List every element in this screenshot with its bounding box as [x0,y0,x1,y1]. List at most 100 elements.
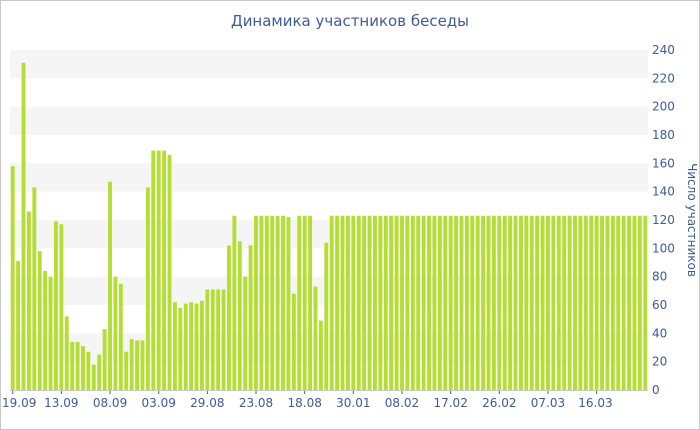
bar [291,293,296,390]
bar [270,215,275,390]
bar [600,215,604,390]
bar [124,351,129,390]
bar [562,215,567,390]
bar [340,215,345,390]
y-tick-label: 160 [652,156,675,170]
bar [151,150,156,390]
bar [26,211,31,390]
chart-title: Динамика участников беседы [230,12,470,30]
bar [43,271,48,390]
x-tick-label: 29.08 [190,396,224,410]
bar [508,215,513,390]
bar [108,181,112,390]
bar [113,276,118,390]
bar [459,215,464,390]
bar [621,215,626,390]
bar [551,215,556,390]
bar [637,215,642,390]
bar [97,354,102,390]
bar [345,215,350,390]
bar [540,215,545,390]
bar [194,303,199,390]
bar [216,289,221,390]
bar [470,215,475,390]
grid-band [10,50,648,79]
bar [118,283,123,390]
bar [32,187,37,390]
bar [129,339,134,390]
bar [529,215,534,390]
bar [373,215,377,390]
bar [643,215,648,390]
y-tick-label: 220 [652,71,675,85]
bar [481,215,486,390]
bar [410,215,415,390]
y-tick-label: 60 [652,298,667,312]
bar [205,289,210,390]
bar [518,215,523,390]
bar [135,340,139,390]
bar [556,215,561,390]
bar [486,215,491,390]
bar [497,215,502,390]
bar [37,251,42,390]
x-tick-label: 23.08 [239,396,273,410]
bar [448,215,453,390]
bar [567,215,572,390]
bar [464,215,469,390]
y-axis-ticks: 0 20 40 60 80 100 120 140 160 180 200 220 240 [652,43,675,397]
bar [259,215,264,390]
bar [383,215,388,390]
bar [275,215,280,390]
bar [454,215,458,390]
bar [102,329,107,390]
bar-series [10,62,648,390]
bar [145,187,150,390]
bar [594,215,599,390]
bar [573,215,577,390]
grid-band [10,163,648,192]
x-tick-label: 16.03 [578,396,612,410]
bar [405,215,410,390]
bar [297,215,302,390]
y-tick-label: 120 [652,213,675,227]
bar [421,215,426,390]
bar [546,215,550,390]
x-tick-label: 17.02 [433,396,467,410]
bar [583,215,588,390]
bar [75,341,80,390]
bar [324,242,329,390]
bar [254,215,258,390]
bar [362,215,367,390]
bar [318,320,323,390]
bar [237,241,242,390]
bar [221,289,226,390]
x-tick-label: 18.08 [287,396,321,410]
bar [329,215,334,390]
bar [16,261,21,390]
bar [400,215,404,390]
y-tick-label: 140 [652,185,675,199]
bar [416,215,421,390]
y-tick-label: 40 [652,326,667,340]
bar [91,364,96,390]
bar [243,276,248,390]
bar [302,215,307,390]
bar [286,217,291,390]
bar [64,316,69,390]
bar [199,300,204,390]
bar [605,215,610,390]
bar [70,341,75,390]
y-tick-label: 240 [652,43,675,57]
bar [281,215,285,390]
bar [335,215,340,390]
bar [389,215,394,390]
bar [48,276,53,390]
bar [227,245,231,390]
x-axis-ticks: 19.09 13.09 08.09 03.09 29.08 23.08 18.08 30.01… [2,390,613,410]
bar [578,215,583,390]
bar [264,215,269,390]
bar [589,215,594,390]
y-tick-label: 80 [652,270,667,284]
